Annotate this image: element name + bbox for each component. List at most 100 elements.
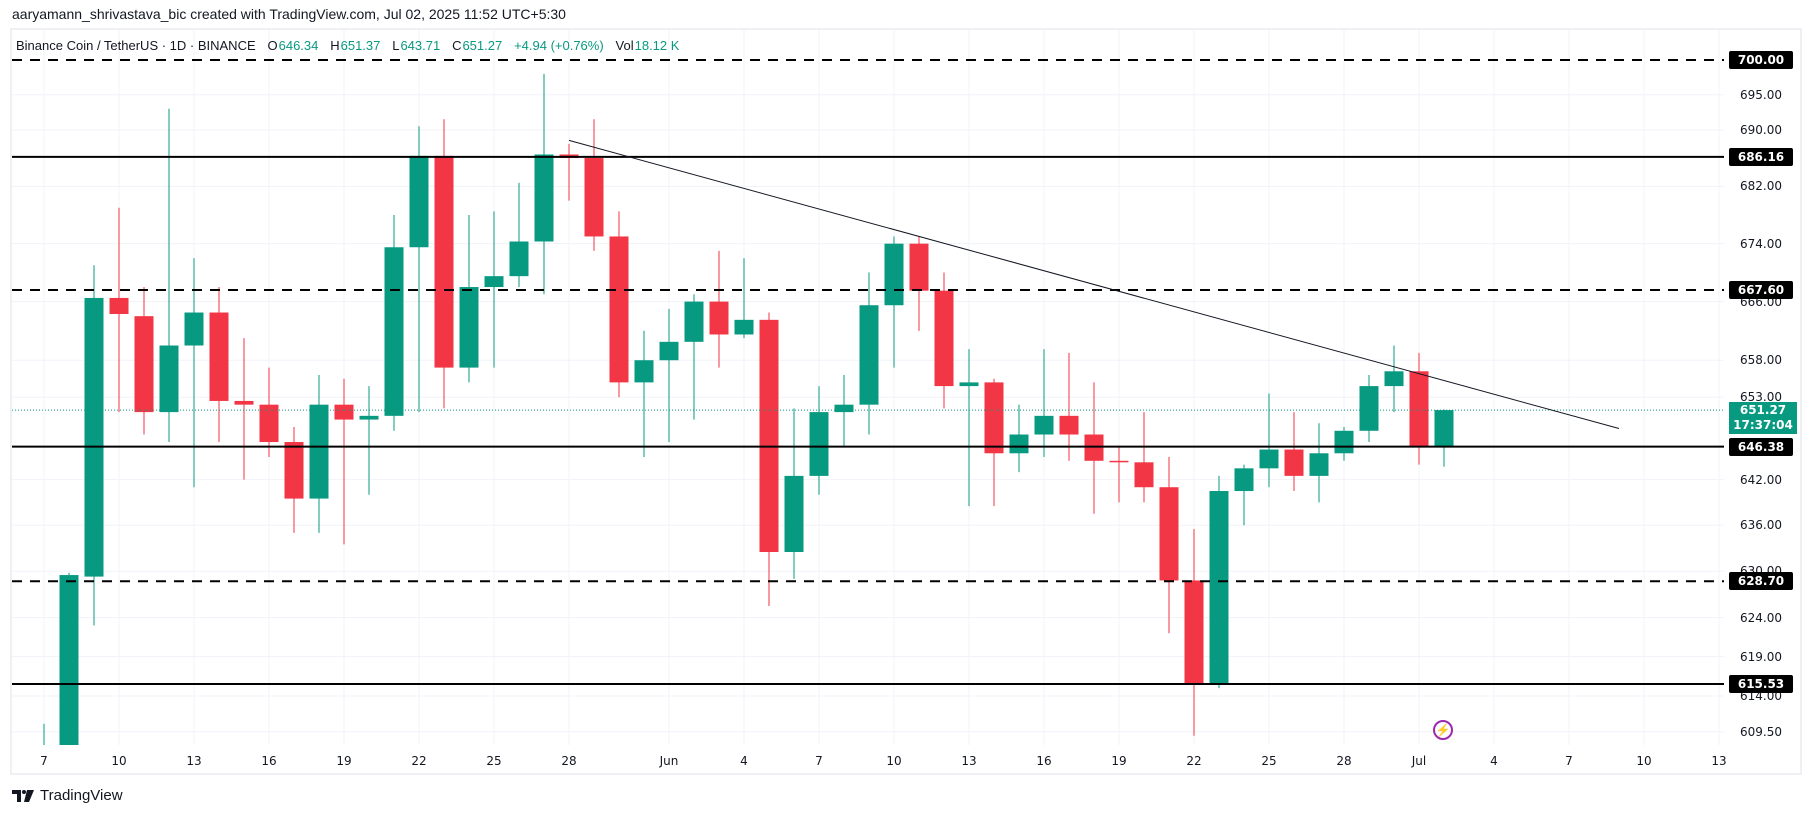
candle-up: [809, 386, 829, 495]
candle-body: [1009, 434, 1029, 454]
open-value: 646.34: [278, 38, 319, 53]
candle-body: [584, 158, 604, 237]
candle-down: [134, 287, 154, 435]
candle-up: [734, 258, 754, 339]
candle-down: [559, 143, 579, 201]
candle-down: [759, 312, 779, 606]
candle-body: [459, 287, 479, 368]
high-value: 651.37: [340, 38, 381, 53]
candle-body: [1059, 415, 1079, 435]
lightning-icon[interactable]: ⚡: [1433, 720, 1453, 740]
grid: [12, 30, 1724, 745]
candle-down: [234, 338, 254, 480]
bar-countdown: 17:37:04: [1733, 418, 1793, 433]
price-tick-label: 674.00: [1740, 236, 1782, 251]
candle-body: [1284, 449, 1304, 476]
candle-down: [1084, 382, 1104, 514]
plot-area: [12, 59, 1724, 745]
price-tick-label: 609.50: [1740, 724, 1782, 739]
x-tick-label: 16: [1036, 754, 1052, 768]
candle-down: [909, 236, 929, 331]
candle-body: [384, 247, 404, 416]
candle-body: [1359, 386, 1379, 431]
price-tick-label: 653.00: [1740, 390, 1782, 405]
candle-body: [484, 276, 504, 288]
x-tick-label: 4: [1490, 754, 1498, 768]
candle-body: [984, 382, 1004, 454]
candle-down: [109, 207, 129, 413]
last-price-label: 651.27 17:37:04: [1729, 402, 1797, 435]
candle-body: [659, 341, 679, 361]
candle-up: [659, 308, 679, 443]
candle-up: [784, 408, 804, 579]
price-tick-label: 690.00: [1740, 122, 1782, 137]
candle-body: [184, 312, 204, 346]
candle-up: [1384, 345, 1404, 413]
symbol-name[interactable]: Binance Coin / TetherUS · 1D · BINANCE: [16, 38, 256, 53]
volume-value: 18.12 K: [634, 38, 680, 53]
trendline: [568, 139, 1620, 430]
candle-up: [634, 330, 654, 458]
candle-up: [1334, 427, 1354, 461]
candle-body: [1209, 491, 1229, 685]
candle-body: [1134, 462, 1154, 488]
candle-body: [934, 290, 954, 387]
symbol-legend: Binance Coin / TetherUS · 1D · BINANCE O…: [16, 38, 680, 53]
x-tick-label: 10: [111, 754, 127, 768]
candle-body: [1434, 410, 1454, 447]
price-tick-label: 619.00: [1740, 649, 1782, 664]
candle-body: [509, 241, 529, 277]
x-tick-label: Jun: [659, 754, 679, 768]
candle-body: [809, 412, 829, 476]
candle-down: [1134, 412, 1154, 503]
candle-up: [959, 349, 979, 507]
level-price-label: 667.60: [1729, 280, 1793, 299]
candle-up: [1034, 349, 1054, 458]
chart-frame: [10, 28, 1802, 775]
volume-label: Vol: [615, 38, 634, 53]
candle-down: [1409, 352, 1429, 465]
x-tick-label: 25: [486, 754, 502, 768]
candle-up: [384, 214, 404, 431]
candle-body: [284, 442, 304, 499]
candle-up: [159, 108, 179, 443]
x-tick-label: 16: [261, 754, 277, 768]
candle-down: [1159, 457, 1179, 634]
candle-body: [1159, 487, 1179, 581]
candle-body: [609, 236, 629, 383]
candle-body: [359, 415, 379, 420]
logo-text: TradingView: [40, 787, 123, 804]
candle-down: [209, 287, 229, 443]
candle-body: [159, 345, 179, 413]
price-tick-label: 658.00: [1740, 353, 1782, 368]
candle-up: [484, 211, 504, 368]
level-price-label: 700.00: [1729, 51, 1793, 69]
candle-body: [709, 301, 729, 335]
candle-down: [434, 119, 454, 409]
candle-body: [334, 404, 354, 420]
candle-body: [134, 316, 154, 413]
tradingview-logo[interactable]: TradingView: [12, 787, 123, 804]
candle-down: [609, 211, 629, 398]
candle-up: [884, 236, 904, 368]
candle-body: [59, 575, 79, 745]
x-tick-label: 13: [186, 754, 202, 768]
candle-body: [1234, 468, 1254, 492]
candle-up: [309, 374, 329, 533]
candle-up: [1259, 393, 1279, 488]
x-tick-label: 7: [815, 754, 823, 768]
candle-body: [309, 404, 329, 499]
x-tick-label: 28: [1336, 754, 1352, 768]
candle-body: [1034, 415, 1054, 435]
candle-up: [534, 73, 554, 295]
candle-up: [834, 374, 854, 446]
price-tick-label: 695.00: [1740, 87, 1782, 102]
x-tick-label: Jul: [1411, 754, 1427, 768]
candle-body: [234, 400, 254, 405]
price-tick-label: 642.00: [1740, 472, 1782, 487]
candle-up: [1434, 409, 1454, 467]
x-tick-label: 10: [1636, 754, 1652, 768]
candle-down: [1059, 352, 1079, 461]
candle-body: [259, 404, 279, 443]
